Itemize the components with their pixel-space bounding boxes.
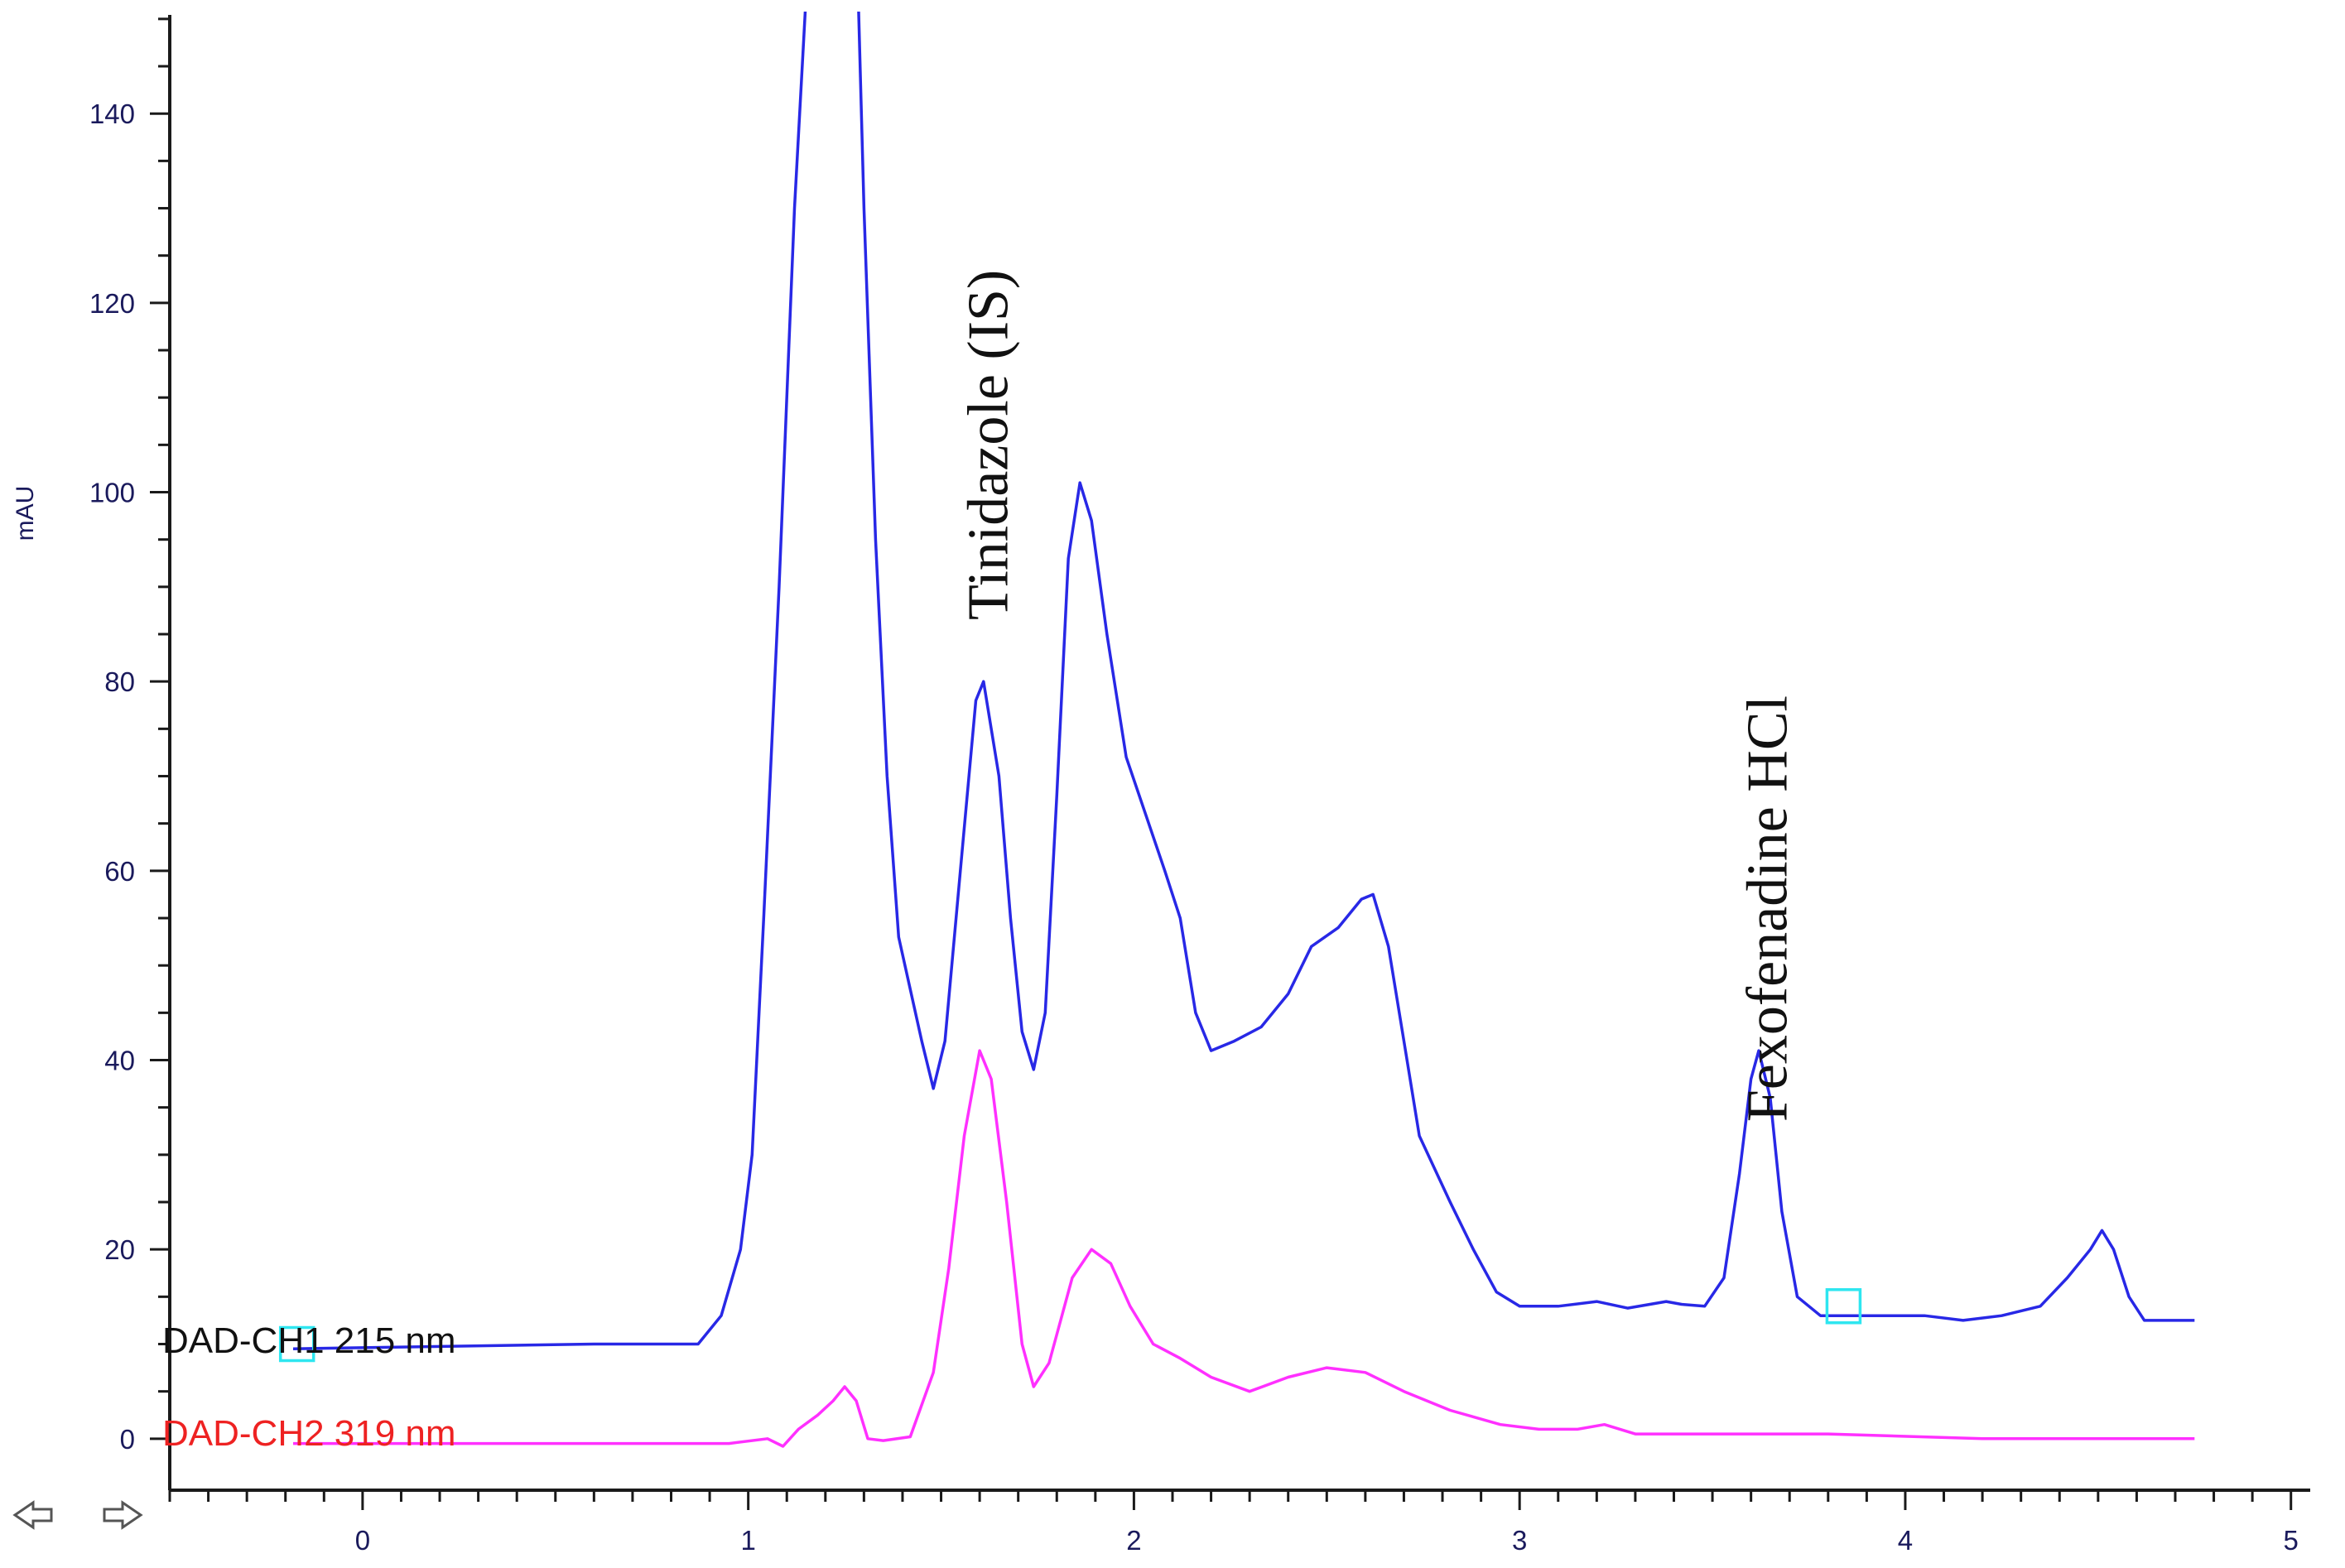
y-tick-label: 40: [104, 1046, 135, 1076]
series-line-1: [292, 12, 2195, 1350]
y-tick-label: 100: [89, 478, 135, 508]
y-tick-label: 60: [104, 856, 135, 887]
integration-marker: [1825, 1288, 1862, 1325]
y-ticks: 0 20 40 60 80 100 120 140: [89, 17, 170, 1455]
y-tick-label: 0: [120, 1424, 135, 1455]
trace-label-2: DAD-CH2 319 nm: [162, 1413, 456, 1454]
scroll-nav[interactable]: [12, 1500, 143, 1530]
integration-marker: [278, 1325, 315, 1363]
series-layer: [292, 12, 2195, 1448]
trace-labels: DAD-CH1 215 nm DAD-CH2 319 nm: [162, 1320, 456, 1454]
x-tick-label: 1: [740, 1525, 755, 1556]
series-line-2: [293, 1049, 2195, 1448]
y-tick-label: 20: [104, 1234, 135, 1265]
x-tick-label: 5: [2284, 1525, 2299, 1556]
x-tick-label: 3: [1512, 1525, 1527, 1556]
x-tick-label: 4: [1898, 1525, 1913, 1556]
x-ticks: 0 1 2 3 4 5: [168, 1490, 2299, 1556]
y-tick-label: 80: [104, 666, 135, 697]
axes: 0 20 40 60 80 100 120 140 0 1 2 3 4 5: [89, 15, 2310, 1556]
annotation-layer: Tinidazole (IS) Fexofenadine HCl: [956, 270, 1799, 1122]
scroll-left-icon[interactable]: [12, 1500, 53, 1530]
x-tick-label: 0: [355, 1525, 370, 1556]
x-tick-label: 2: [1126, 1525, 1141, 1556]
peak-annotation: Tinidazole (IS): [956, 270, 1020, 620]
marker-layer: [278, 1288, 1862, 1363]
scroll-right-icon[interactable]: [103, 1500, 143, 1530]
trace-label-1: DAD-CH1 215 nm: [162, 1320, 456, 1361]
y-axis-title: mAU: [12, 486, 39, 541]
peak-annotation: Fexofenadine HCl: [1736, 695, 1799, 1122]
y-tick-label: 140: [89, 99, 135, 129]
y-tick-label: 120: [89, 288, 135, 319]
